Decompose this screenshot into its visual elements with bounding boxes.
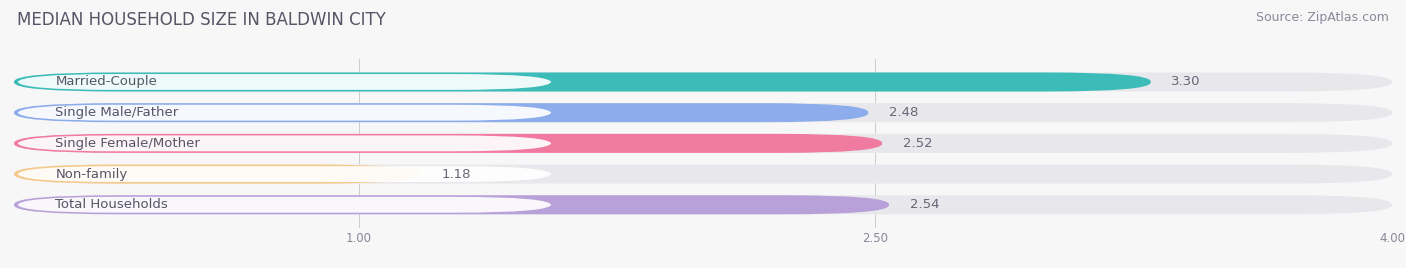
Text: Married-Couple: Married-Couple xyxy=(55,76,157,88)
Text: Single Male/Father: Single Male/Father xyxy=(55,106,179,119)
FancyBboxPatch shape xyxy=(17,197,551,213)
FancyBboxPatch shape xyxy=(14,103,1392,122)
FancyBboxPatch shape xyxy=(14,165,1392,184)
Text: 3.30: 3.30 xyxy=(1171,76,1201,88)
FancyBboxPatch shape xyxy=(14,134,882,153)
FancyBboxPatch shape xyxy=(14,165,420,184)
Text: Single Female/Mother: Single Female/Mother xyxy=(55,137,200,150)
Text: 1.18: 1.18 xyxy=(441,168,471,181)
FancyBboxPatch shape xyxy=(17,135,551,151)
FancyBboxPatch shape xyxy=(14,134,1392,153)
Text: 2.48: 2.48 xyxy=(889,106,918,119)
Text: 2.54: 2.54 xyxy=(910,198,939,211)
FancyBboxPatch shape xyxy=(14,72,1392,91)
FancyBboxPatch shape xyxy=(14,195,889,214)
FancyBboxPatch shape xyxy=(17,74,551,90)
FancyBboxPatch shape xyxy=(14,72,1150,91)
FancyBboxPatch shape xyxy=(14,103,869,122)
FancyBboxPatch shape xyxy=(14,195,1392,214)
Text: 2.52: 2.52 xyxy=(903,137,932,150)
Text: Total Households: Total Households xyxy=(55,198,169,211)
Text: Source: ZipAtlas.com: Source: ZipAtlas.com xyxy=(1256,11,1389,24)
Text: MEDIAN HOUSEHOLD SIZE IN BALDWIN CITY: MEDIAN HOUSEHOLD SIZE IN BALDWIN CITY xyxy=(17,11,385,29)
FancyBboxPatch shape xyxy=(17,166,551,182)
Text: Non-family: Non-family xyxy=(55,168,128,181)
FancyBboxPatch shape xyxy=(17,105,551,121)
